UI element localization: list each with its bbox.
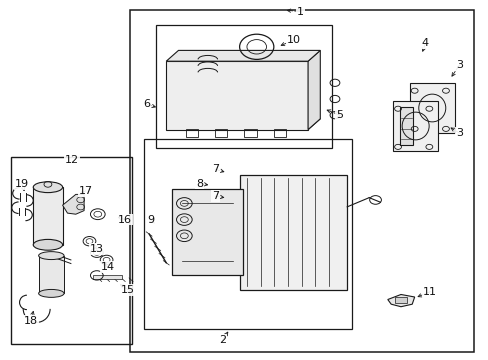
Polygon shape	[166, 119, 320, 130]
Text: 2: 2	[219, 335, 225, 345]
Text: 4: 4	[421, 38, 428, 48]
Bar	[185, 129, 198, 137]
Ellipse shape	[33, 182, 62, 193]
Text: 18: 18	[24, 316, 38, 326]
Polygon shape	[387, 294, 414, 307]
Text: 17: 17	[79, 186, 92, 196]
Bar	[399, 107, 412, 145]
Text: 16: 16	[118, 215, 131, 225]
Text: 7: 7	[211, 191, 218, 201]
Bar	[273, 129, 285, 137]
Polygon shape	[307, 50, 320, 130]
Bar	[244, 129, 256, 137]
Text: 15: 15	[121, 285, 135, 295]
Bar	[172, 189, 243, 275]
Bar	[93, 275, 122, 279]
Bar	[33, 187, 62, 245]
Text: 11: 11	[423, 287, 436, 297]
Bar	[39, 256, 64, 293]
Ellipse shape	[39, 252, 64, 260]
Bar	[215, 129, 227, 137]
Text: 5: 5	[336, 110, 343, 120]
Bar	[392, 101, 437, 151]
Text: 8: 8	[196, 179, 203, 189]
Bar	[11, 157, 132, 344]
Text: 6: 6	[143, 99, 150, 109]
Bar	[394, 297, 406, 303]
Bar	[129, 10, 473, 352]
Bar	[144, 139, 351, 329]
Text: 10: 10	[286, 35, 300, 45]
Ellipse shape	[33, 239, 62, 250]
Ellipse shape	[39, 289, 64, 297]
Bar	[239, 175, 346, 290]
Polygon shape	[166, 50, 320, 61]
Polygon shape	[62, 194, 84, 214]
Text: 13: 13	[90, 244, 103, 254]
Text: 7: 7	[211, 164, 218, 174]
Bar	[409, 83, 454, 133]
Text: 1: 1	[297, 6, 304, 17]
Text: 19: 19	[15, 179, 29, 189]
Text: 12: 12	[65, 155, 79, 165]
Bar	[155, 25, 331, 148]
Text: 3: 3	[455, 128, 462, 138]
Text: 3: 3	[455, 60, 462, 70]
Text: 14: 14	[101, 262, 114, 272]
Polygon shape	[166, 61, 307, 130]
Text: 9: 9	[147, 215, 154, 225]
